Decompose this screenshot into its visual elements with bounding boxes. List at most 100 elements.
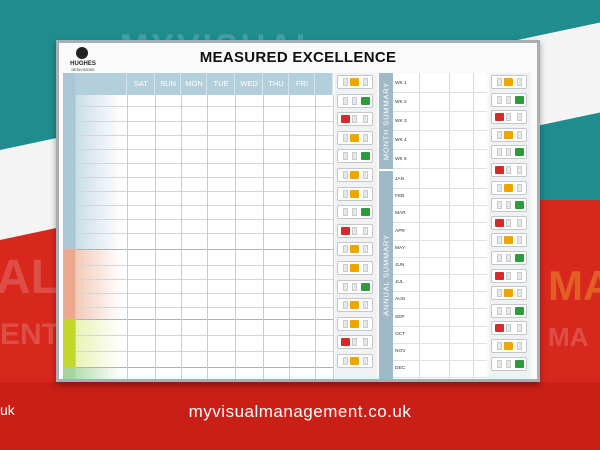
status-chip-green	[515, 148, 524, 157]
status-chip-amber	[350, 301, 359, 310]
magnet-slot	[497, 148, 502, 157]
magnet-slot	[352, 115, 357, 124]
side-strip-lime	[63, 319, 75, 367]
status-chip-red	[495, 218, 504, 227]
month-label: MAR	[395, 211, 406, 217]
logo-subtitle: MEDIVISIONS	[71, 68, 95, 72]
grid-column-line	[181, 95, 182, 379]
magnet-slot	[363, 301, 368, 310]
status-chip-green	[515, 306, 524, 315]
day-header-wed	[235, 73, 263, 95]
annual-summary-band	[379, 171, 393, 379]
day-label-thu: THU	[268, 79, 284, 88]
status-magnet-right-3	[491, 110, 527, 125]
status-chip-red	[495, 324, 504, 333]
summary-row-line	[393, 92, 487, 93]
week-label: WK 1	[395, 81, 407, 86]
magnet-slot	[363, 78, 368, 86]
status-magnet-right-1	[491, 75, 527, 89]
magnet-slot	[352, 338, 357, 347]
side-strip-peach	[63, 249, 75, 319]
wall-base-bar	[0, 382, 600, 450]
status-magnet-left-13	[337, 298, 373, 313]
magnet-slot	[506, 218, 511, 227]
grid-row-line	[75, 351, 333, 352]
status-magnet-left-10	[337, 242, 373, 257]
magnet-slot	[343, 152, 348, 161]
website-url-fragment: uk	[0, 402, 15, 418]
summary-column-line	[419, 73, 420, 379]
magnet-slot	[363, 115, 368, 124]
status-magnet-left-2	[337, 93, 373, 108]
summary-column-line	[473, 73, 474, 379]
status-magnet-right-11	[491, 251, 527, 265]
status-magnet-left-12	[337, 279, 373, 294]
magnet-slot	[497, 359, 502, 368]
summary-row-line	[393, 205, 487, 207]
magnet-slot	[506, 201, 511, 210]
day-label-mon: MON	[185, 79, 203, 88]
status-chip-amber	[504, 130, 513, 139]
ghost-text-right: MA	[548, 262, 600, 309]
month-label: JAN	[395, 177, 405, 182]
magnet-slot	[352, 152, 357, 161]
summary-panel: MONTH SUMMARY ANNUAL SUMMARY WK 1 WK 2 WK 3 W…	[379, 73, 487, 379]
magnet-slot	[506, 254, 511, 262]
magnet-slot	[517, 78, 522, 86]
magnet-slot	[363, 245, 368, 254]
status-magnet-right-8	[491, 198, 527, 213]
magnet-slot	[343, 301, 348, 310]
grid-row-line	[75, 149, 333, 150]
week-label: WK 2	[395, 100, 407, 105]
magnet-slot	[363, 319, 368, 328]
summary-row-line	[393, 149, 487, 150]
magnet-slot	[517, 130, 522, 139]
magnet-slot	[363, 171, 368, 179]
grid-row-line	[75, 233, 333, 234]
magnet-slot	[352, 208, 357, 217]
status-chip-amber	[350, 264, 359, 272]
magnet-slot	[497, 306, 502, 315]
side-strip-blue	[63, 73, 75, 249]
day-header-sat	[127, 73, 155, 95]
month-label: APR	[395, 228, 405, 234]
row-band-lime	[75, 319, 333, 367]
grid-column-line	[207, 95, 208, 379]
magnet-slot	[497, 289, 502, 298]
status-chip-red	[495, 113, 504, 122]
weekly-grid: SAT SUN MON TUE WED THU FRI	[63, 73, 334, 379]
magnet-slot	[343, 245, 348, 254]
status-magnet-right-5	[491, 145, 527, 160]
magnet-slot	[517, 236, 522, 245]
magnet-slot	[343, 133, 348, 142]
month-label: SEP	[395, 314, 405, 320]
status-chip-green	[361, 152, 370, 161]
day-label-sat: SAT	[133, 79, 149, 88]
magnet-slot	[363, 226, 368, 235]
status-chip-amber	[504, 236, 513, 245]
status-chip-green	[515, 359, 524, 368]
magnet-slot	[497, 254, 502, 262]
status-chip-green	[361, 282, 370, 291]
magnet-slot	[506, 359, 511, 368]
magnet-slot	[506, 324, 511, 333]
grid-row-line	[75, 219, 333, 220]
grid-row-line	[75, 106, 333, 107]
status-magnet-left-4	[337, 130, 373, 145]
status-magnet-left-16	[337, 354, 373, 368]
status-chip-amber	[350, 78, 359, 86]
whiteboard: HUGHES MEDIVISIONS MEASURED EXCELLENCE S…	[56, 40, 540, 382]
board-title: MEASURED EXCELLENCE	[199, 49, 397, 66]
magnet-slot	[517, 271, 522, 280]
website-url: myvisualmanagement.co.uk	[188, 402, 412, 421]
magnet-slot	[517, 166, 522, 174]
grid-column-line	[263, 95, 264, 379]
magnet-slot	[352, 226, 357, 235]
magnet-slot	[517, 113, 522, 122]
grid-row-line	[75, 335, 333, 336]
magnet-slot	[497, 183, 502, 192]
month-label: AUG	[395, 297, 406, 303]
status-magnet-left-1	[337, 75, 373, 89]
status-magnet-right-7	[491, 180, 527, 195]
status-chip-green	[515, 95, 524, 104]
